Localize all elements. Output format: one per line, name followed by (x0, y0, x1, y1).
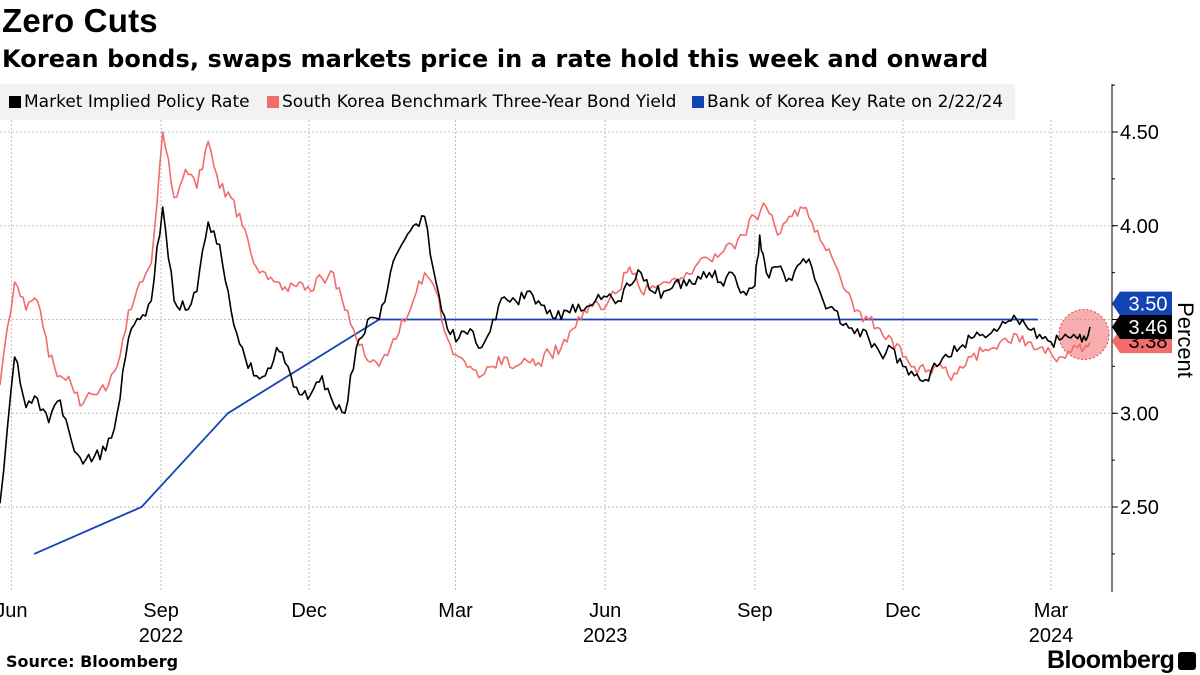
y-tick-label: 4.50 (1120, 122, 1159, 144)
x-tick-label: Dec (885, 600, 921, 622)
bloomberg-terminal-icon (1178, 652, 1196, 670)
series-line-key-rate (33, 318, 1038, 555)
end-highlight-circle (1058, 309, 1110, 360)
y-axis-title: Percent (1173, 302, 1198, 378)
x-tick-label: Jun (589, 600, 621, 622)
legend-swatch-red (267, 96, 279, 108)
x-tick-label: Sep (143, 600, 179, 622)
chart-legend: Market Implied Policy Rate South Korea B… (0, 84, 1015, 120)
end-value-tag-label: 3.50 (1129, 294, 1168, 316)
series-line-market-implied (0, 206, 1091, 504)
legend-swatch-blue (692, 96, 704, 108)
chart-title: Zero Cuts (2, 2, 158, 39)
legend-label-key-rate: Bank of Korea Key Rate on 2/22/24 (707, 92, 1004, 112)
legend-item-market-implied: Market Implied Policy Rate (9, 84, 250, 120)
end-value-tag-shape (1112, 315, 1172, 339)
y-tick-label: 2.50 (1120, 497, 1159, 519)
x-tick-label: Sep (737, 600, 773, 622)
x-tick-label: Mar (438, 600, 473, 622)
legend-item-bond-yield: South Korea Benchmark Three-Year Bond Yi… (267, 84, 676, 120)
series-line-bond-yield (0, 131, 1091, 407)
end-value-tag-shape (1112, 291, 1172, 316)
legend-swatch-black (9, 96, 21, 108)
source-note: Source: Bloomberg (6, 652, 179, 671)
end-value-tag-key-rate: 3.50 (1112, 291, 1172, 316)
x-year-label: 2022 (139, 625, 184, 647)
y-tick-label: 4.00 (1120, 216, 1159, 238)
x-year-label: 2023 (583, 625, 628, 647)
legend-label-bond-yield: South Korea Benchmark Three-Year Bond Yi… (282, 92, 677, 112)
x-tick-label: Jun (0, 600, 28, 622)
bloomberg-logo: Bloomberg (1047, 646, 1175, 674)
end-value-tag-market-implied: 3.46 (1112, 315, 1172, 339)
legend-item-key-rate: Bank of Korea Key Rate on 2/22/24 (692, 84, 1003, 120)
legend-label-market-implied: Market Implied Policy Rate (24, 92, 250, 112)
x-year-label: 2024 (1029, 625, 1074, 647)
x-tick-label: Mar (1034, 600, 1069, 622)
x-tick-label: Dec (291, 600, 327, 622)
chart-subtitle: Korean bonds, swaps markets price in a r… (2, 45, 989, 73)
y-tick-label: 3.00 (1120, 403, 1159, 425)
end-value-tag-label: 3.46 (1129, 317, 1168, 339)
